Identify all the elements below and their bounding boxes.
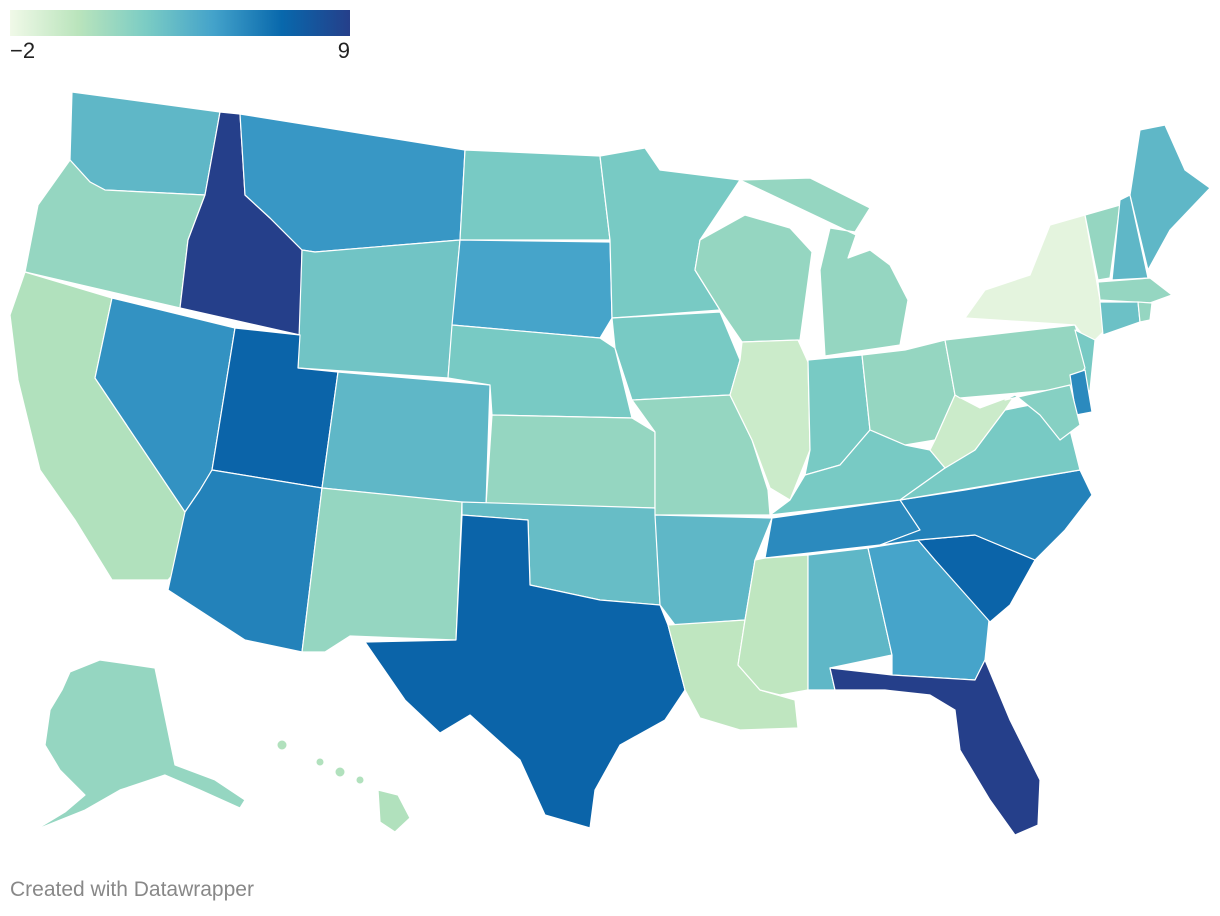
state-HI[interactable] xyxy=(276,739,411,833)
legend-min-label: −2 xyxy=(10,38,36,63)
state-FL[interactable] xyxy=(829,659,1041,836)
state-KY[interactable] xyxy=(769,429,946,516)
state-SD[interactable] xyxy=(451,239,613,339)
state-AK[interactable] xyxy=(21,659,246,839)
state-MD[interactable] xyxy=(1004,384,1081,441)
state-MI[interactable] xyxy=(739,177,909,357)
us-choropleth-map xyxy=(9,91,1211,839)
state-CO[interactable] xyxy=(321,371,491,506)
state-TX[interactable] xyxy=(364,514,686,829)
state-MA[interactable] xyxy=(1097,277,1173,304)
legend-gradient-bar xyxy=(10,10,350,36)
state-WI[interactable] xyxy=(694,214,813,343)
state-IA[interactable] xyxy=(611,311,741,401)
color-legend: −2 9 xyxy=(10,10,350,66)
state-RI[interactable] xyxy=(1137,301,1153,323)
state-NY[interactable] xyxy=(964,214,1106,346)
legend-labels: −2 9 xyxy=(10,36,350,66)
state-CT[interactable] xyxy=(1099,301,1141,336)
state-ME[interactable] xyxy=(1129,124,1211,271)
state-NM[interactable] xyxy=(301,487,463,653)
state-VT[interactable] xyxy=(1084,204,1121,281)
state-WA[interactable] xyxy=(69,91,221,196)
datawrapper-credit: Created with Datawrapper xyxy=(10,878,254,901)
legend-max-label: 9 xyxy=(337,38,350,63)
state-KS[interactable] xyxy=(485,414,656,509)
state-WY[interactable] xyxy=(297,239,461,379)
state-ND[interactable] xyxy=(459,149,611,241)
state-IL[interactable] xyxy=(729,339,811,501)
state-WV[interactable] xyxy=(929,394,1016,469)
